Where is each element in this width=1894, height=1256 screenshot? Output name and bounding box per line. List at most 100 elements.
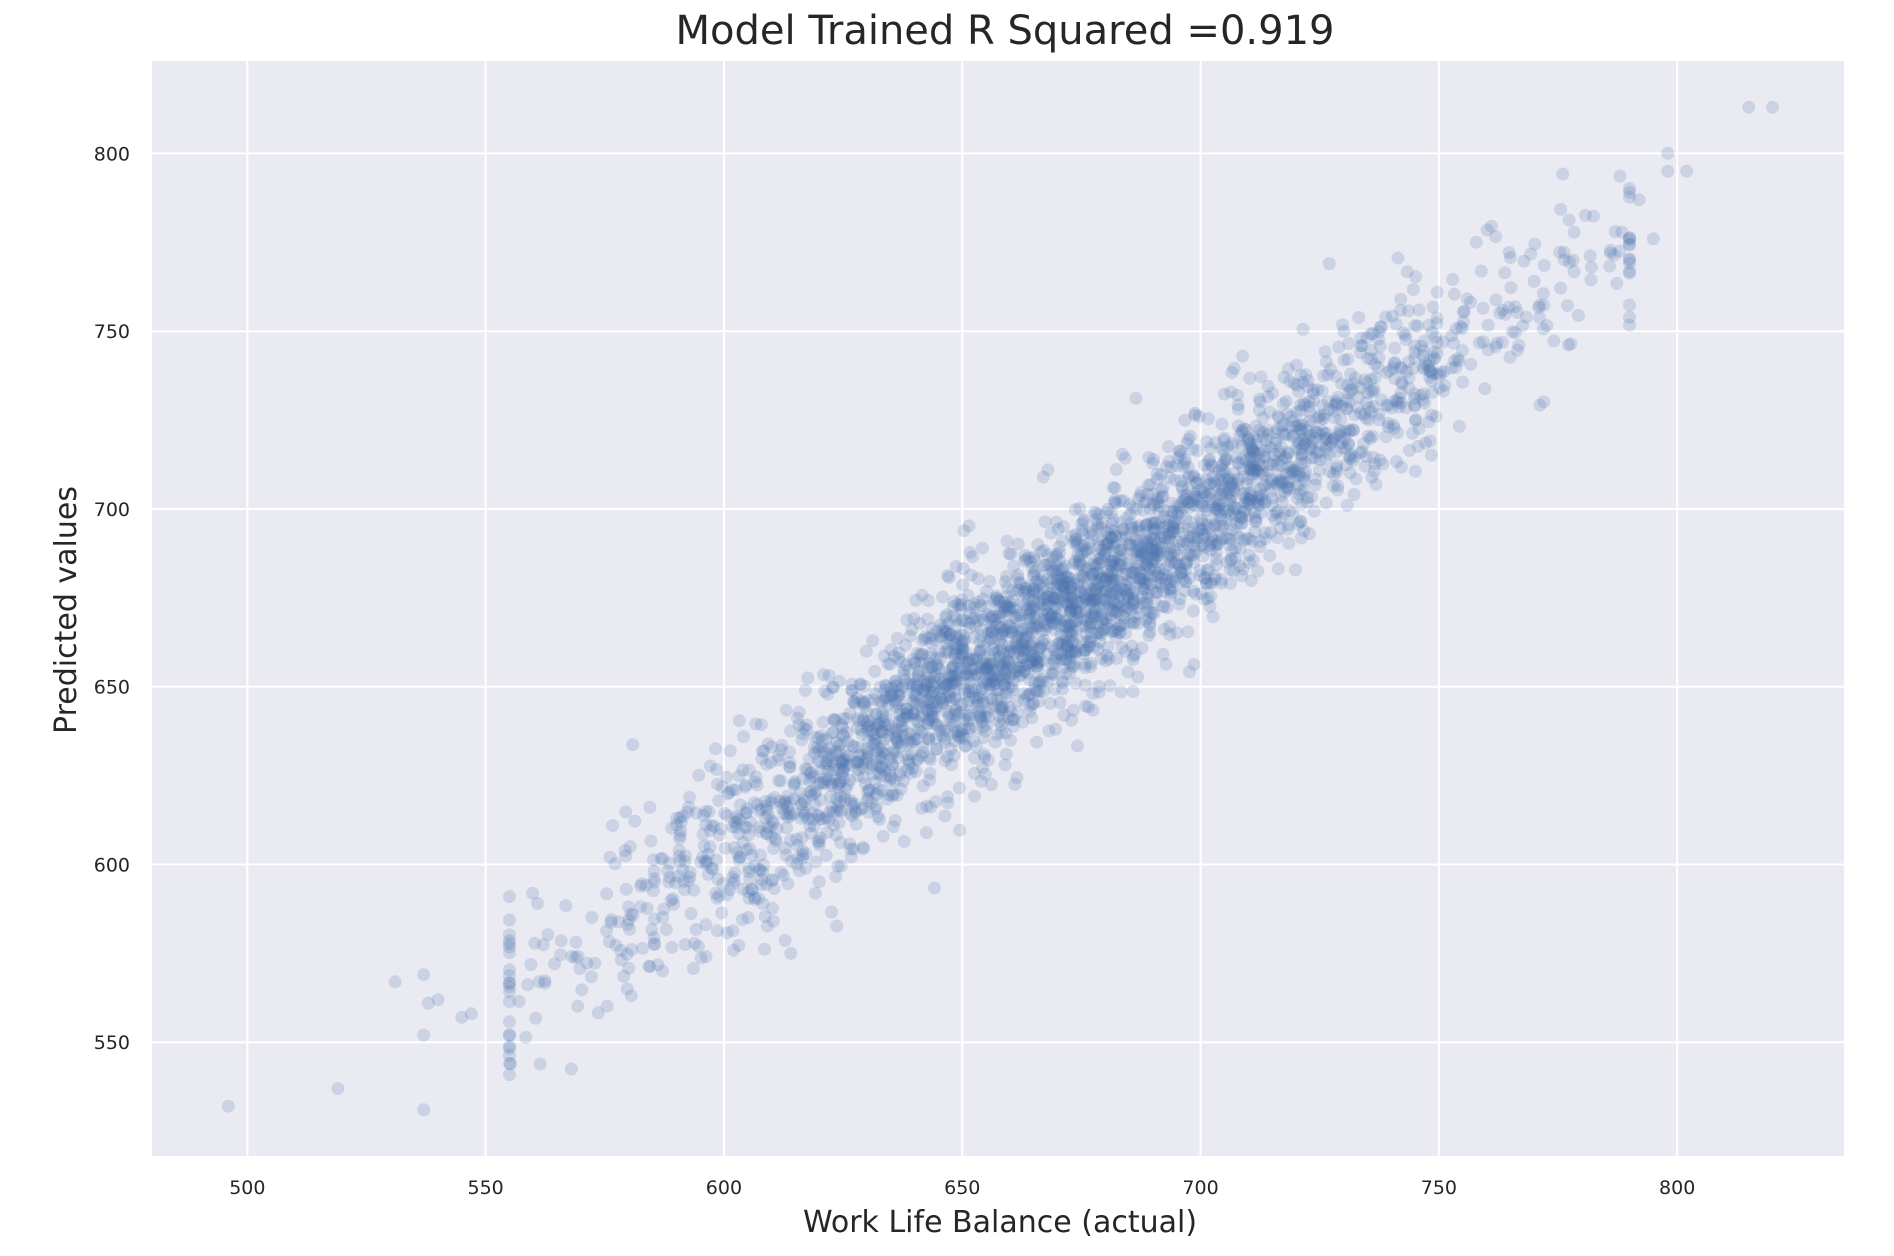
scatter-point: [1301, 491, 1314, 505]
scatter-point: [1318, 432, 1332, 446]
scatter-point: [1070, 606, 1084, 620]
scatter-point: [1314, 412, 1328, 426]
scatter-point: [1125, 522, 1138, 536]
scatter-point: [1150, 555, 1164, 569]
scatter-point: [662, 875, 676, 889]
scatter-point: [1388, 357, 1401, 371]
scatter-point: [892, 694, 906, 708]
scatter-point: [1197, 486, 1211, 500]
scatter-point: [503, 890, 516, 904]
scatter-point: [1113, 599, 1127, 613]
scatter-point: [832, 745, 846, 759]
scatter-point: [1192, 410, 1206, 424]
scatter-point: [1071, 578, 1085, 591]
scatter-point: [1291, 435, 1305, 449]
scatter-point: [726, 820, 740, 834]
scatter-point: [877, 649, 891, 663]
scatter-point: [1366, 429, 1380, 443]
scatter-point: [1124, 576, 1138, 590]
scatter-point: [1061, 625, 1075, 639]
scatter-point: [1103, 679, 1117, 693]
scatter-point: [1244, 574, 1258, 588]
scatter-point: [906, 762, 920, 775]
scatter-point: [1185, 442, 1199, 456]
scatter-point: [873, 760, 887, 774]
scatter-point: [942, 668, 956, 682]
scatter-point: [996, 703, 1009, 717]
scatter-point: [1139, 519, 1153, 533]
scatter-point: [983, 649, 997, 663]
scatter-point: [1328, 399, 1342, 413]
scatter-point: [1162, 440, 1176, 454]
scatter-point: [754, 863, 768, 877]
scatter-point: [1015, 595, 1029, 609]
scatter-point: [1273, 447, 1287, 461]
scatter-point: [1218, 452, 1232, 466]
scatter-point: [1209, 503, 1223, 517]
scatter-point: [1182, 665, 1196, 679]
scatter-point: [893, 714, 907, 728]
scatter-point: [1092, 680, 1106, 693]
scatter-point: [1456, 315, 1470, 329]
scatter-point: [1646, 232, 1660, 246]
scatter-point: [1252, 499, 1266, 512]
scatter-point: [982, 666, 996, 680]
scatter-point: [749, 770, 763, 784]
scatter-point: [861, 747, 875, 761]
scatter-point: [1279, 450, 1293, 464]
scatter-point: [850, 757, 864, 771]
scatter-point: [1041, 675, 1054, 689]
scatter-point: [1069, 532, 1083, 546]
scatter-point: [1230, 516, 1244, 530]
scatter-point: [1329, 396, 1343, 410]
scatter-point: [962, 708, 976, 722]
scatter-point: [1227, 466, 1241, 480]
scatter-point: [1080, 593, 1094, 607]
scatter-point: [1146, 556, 1160, 570]
scatter-point: [1088, 604, 1102, 617]
scatter-point: [1055, 534, 1069, 548]
scatter-point: [925, 678, 939, 692]
scatter-point: [1002, 645, 1016, 659]
scatter-point: [1422, 354, 1436, 368]
scatter-point: [984, 778, 998, 791]
scatter-point: [1403, 443, 1416, 457]
scatter-point: [827, 681, 840, 694]
scatter-point: [1263, 477, 1276, 491]
scatter-point: [1020, 612, 1034, 626]
scatter-point: [1417, 387, 1431, 401]
scatter-point: [1133, 576, 1147, 590]
scatter-point: [1324, 434, 1338, 448]
scatter-point: [974, 643, 988, 657]
scatter-point: [1214, 508, 1227, 522]
scatter-point: [921, 717, 935, 731]
scatter-point: [1254, 370, 1268, 384]
scatter-point: [1085, 528, 1099, 542]
scatter-point: [860, 705, 874, 719]
scatter-point: [1013, 577, 1027, 591]
scatter-point: [1166, 581, 1180, 595]
scatter-point: [988, 594, 1002, 608]
scatter-point: [1271, 422, 1284, 436]
scatter-point: [1098, 544, 1112, 558]
scatter-point: [1063, 620, 1077, 633]
scatter-point: [1019, 582, 1033, 596]
scatter-point: [909, 593, 923, 607]
scatter-point: [1133, 489, 1147, 503]
scatter-point: [995, 700, 1009, 714]
scatter-point: [1047, 592, 1061, 606]
scatter-point: [796, 727, 810, 741]
scatter-point: [1127, 616, 1140, 629]
scatter-point: [1503, 350, 1517, 364]
scatter-point: [838, 793, 852, 807]
scatter-point: [1281, 362, 1295, 376]
scatter-point: [938, 754, 952, 768]
scatter-point: [1290, 358, 1303, 372]
scatter-point: [729, 809, 743, 823]
scatter-point: [1143, 542, 1157, 555]
scatter-point: [774, 865, 788, 879]
scatter-point: [1100, 525, 1114, 539]
scatter-point: [956, 669, 969, 683]
scatter-point: [1124, 566, 1138, 580]
scatter-point: [664, 894, 678, 907]
